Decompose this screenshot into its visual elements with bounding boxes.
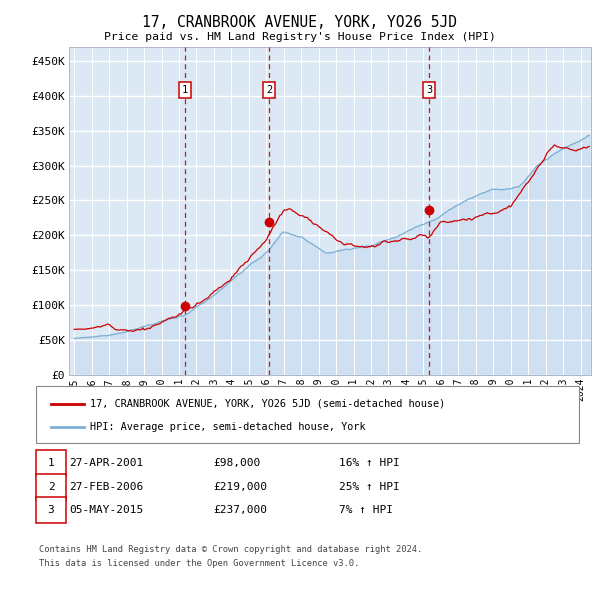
Text: 27-APR-2001: 27-APR-2001	[69, 458, 143, 468]
Text: Contains HM Land Registry data © Crown copyright and database right 2024.: Contains HM Land Registry data © Crown c…	[39, 545, 422, 555]
Text: £98,000: £98,000	[213, 458, 260, 468]
Text: 3: 3	[426, 86, 433, 96]
Text: 2: 2	[266, 86, 272, 96]
Text: £237,000: £237,000	[213, 506, 267, 515]
Text: Price paid vs. HM Land Registry's House Price Index (HPI): Price paid vs. HM Land Registry's House …	[104, 32, 496, 42]
Text: 3: 3	[47, 506, 55, 515]
Text: This data is licensed under the Open Government Licence v3.0.: This data is licensed under the Open Gov…	[39, 559, 359, 568]
Text: 1: 1	[47, 458, 55, 468]
Text: HPI: Average price, semi-detached house, York: HPI: Average price, semi-detached house,…	[90, 422, 365, 432]
Text: 16% ↑ HPI: 16% ↑ HPI	[339, 458, 400, 468]
Text: 2: 2	[47, 482, 55, 491]
Text: 1: 1	[181, 86, 188, 96]
Text: 05-MAY-2015: 05-MAY-2015	[69, 506, 143, 515]
Text: 17, CRANBROOK AVENUE, YORK, YO26 5JD: 17, CRANBROOK AVENUE, YORK, YO26 5JD	[143, 15, 458, 30]
Text: 25% ↑ HPI: 25% ↑ HPI	[339, 482, 400, 491]
Text: £219,000: £219,000	[213, 482, 267, 491]
Text: 7% ↑ HPI: 7% ↑ HPI	[339, 506, 393, 515]
Text: 17, CRANBROOK AVENUE, YORK, YO26 5JD (semi-detached house): 17, CRANBROOK AVENUE, YORK, YO26 5JD (se…	[90, 399, 445, 408]
Text: 27-FEB-2006: 27-FEB-2006	[69, 482, 143, 491]
